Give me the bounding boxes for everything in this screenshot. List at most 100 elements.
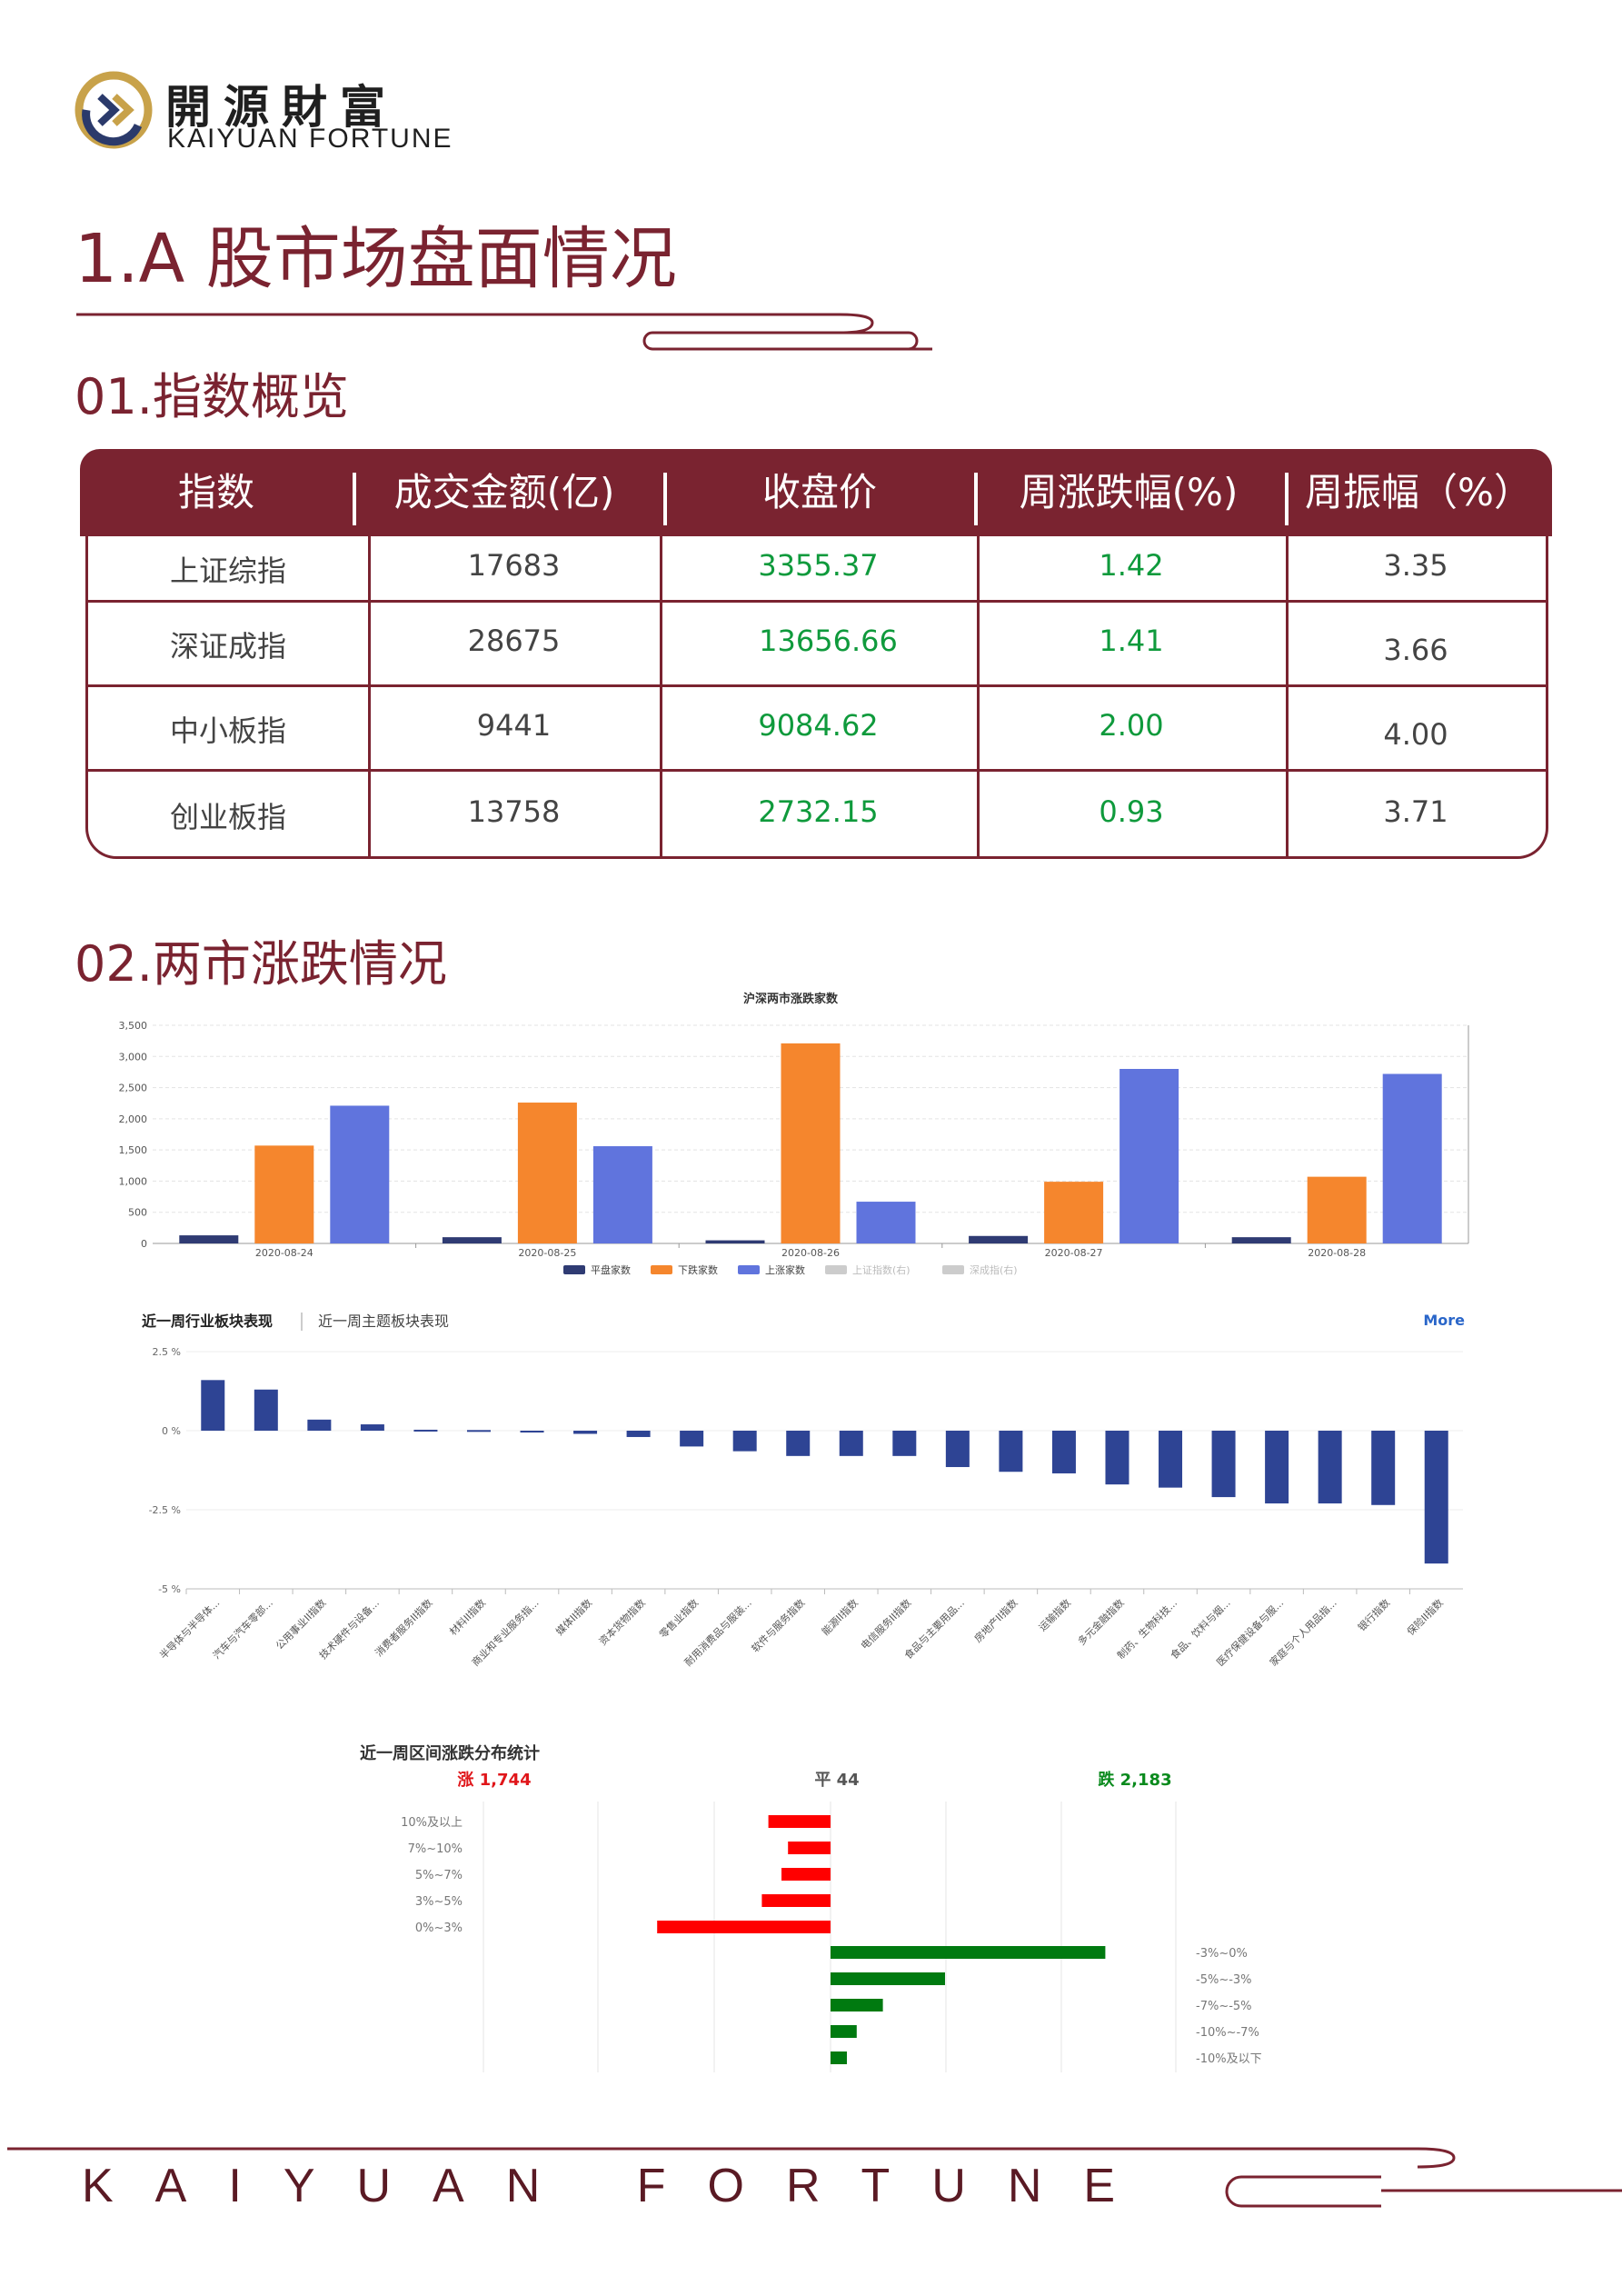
sector-bar[interactable] [999, 1431, 1023, 1472]
tab-industry[interactable]: 近一周行业板块表现 [142, 1313, 273, 1330]
up-bar [788, 1842, 831, 1854]
y-tick-label: -2.5 % [149, 1504, 181, 1516]
sector-bar[interactable] [1051, 1431, 1076, 1473]
column-header: 收盘价 [761, 470, 877, 514]
sector-bar[interactable] [839, 1431, 863, 1456]
sector-bar[interactable] [1105, 1431, 1129, 1485]
legend-label[interactable]: 深成指(右) [970, 1263, 1018, 1276]
x-tick-label: 多元金融指数 [1075, 1596, 1127, 1648]
column-divider [660, 536, 662, 856]
column-divider [368, 536, 371, 856]
down-bar [831, 1946, 1106, 1959]
brand-name-en: KAIYUAN FORTUNE [167, 124, 453, 154]
x-tick-label: 资本货物指数 [596, 1596, 648, 1648]
legend-swatch[interactable] [942, 1265, 964, 1274]
table-cell: 3.71 [1383, 794, 1448, 829]
column-header: 周振幅（%） [1305, 470, 1532, 514]
y-tick-label: 0 % [162, 1425, 181, 1437]
up-range-label: 7%~10% [408, 1842, 463, 1856]
down-range-label: -5%~-3% [1196, 1973, 1252, 1987]
column-header: 成交金额(亿) [393, 470, 615, 514]
y-tick-label: 1,500 [119, 1144, 148, 1156]
legend-swatch[interactable] [825, 1265, 847, 1274]
footer-decoration [7, 2147, 1622, 2209]
sector-bar[interactable] [466, 1430, 491, 1433]
y-tick-label: 1,000 [119, 1175, 148, 1187]
up-range-label: 5%~7% [415, 1869, 463, 1882]
legend-swatch[interactable] [738, 1265, 760, 1274]
down-bar [831, 2051, 847, 2064]
legend-swatch[interactable] [563, 1265, 585, 1274]
bar-2 [856, 1202, 916, 1243]
bar-0 [1231, 1237, 1291, 1243]
x-tick-label: 能源II指数 [819, 1596, 861, 1638]
sector-bar[interactable] [413, 1429, 438, 1432]
x-tick-label: 2020-08-28 [1308, 1247, 1366, 1259]
down-range-label: -10%~-7% [1196, 2026, 1259, 2040]
table-cell: 13656.66 [759, 624, 898, 658]
bar-1 [1307, 1176, 1367, 1243]
table-body: 上证综指 17683 3355.37 1.42 3.35 深证成指 28675 … [85, 536, 1548, 859]
table-cell: 4.00 [1383, 717, 1448, 752]
sector-bar[interactable] [786, 1431, 811, 1456]
y-tick-label: 2,500 [119, 1083, 148, 1094]
table-cell: 9441 [476, 708, 552, 743]
table-cell: 13758 [467, 794, 561, 829]
legend-label[interactable]: 平盘家数 [591, 1263, 631, 1276]
sector-bar[interactable] [573, 1431, 598, 1434]
sector-bar[interactable] [1211, 1431, 1236, 1498]
sector-bar[interactable] [254, 1389, 278, 1431]
legend-label[interactable]: 上证指数(右) [852, 1263, 911, 1276]
subsection-title-index: 01.指数概览 [75, 368, 349, 425]
bar-0 [969, 1235, 1029, 1243]
y-tick-label: 2,000 [119, 1113, 148, 1125]
sector-bar[interactable] [680, 1431, 704, 1447]
table-cell: 28675 [467, 624, 561, 658]
sector-bar[interactable] [732, 1431, 757, 1452]
column-header: 指数 [177, 470, 254, 514]
sector-bar[interactable] [307, 1419, 332, 1431]
up-bar [781, 1868, 831, 1881]
sector-bar[interactable] [1318, 1431, 1342, 1504]
bar-2 [1119, 1069, 1179, 1243]
tab-theme[interactable]: 近一周主题板块表现 [318, 1313, 449, 1330]
bar-0 [179, 1235, 239, 1243]
x-tick-label: 运输指数 [1036, 1596, 1073, 1633]
bar-0 [705, 1240, 765, 1243]
down-range-label: -7%~-5% [1196, 2000, 1252, 2013]
legend-label[interactable]: 上涨家数 [765, 1263, 805, 1276]
x-tick-label: 材料II指数 [446, 1596, 488, 1638]
table-cell: 2.00 [1099, 708, 1164, 743]
subsection-title-market: 02.两市涨跌情况 [75, 935, 447, 993]
up-bar [768, 1815, 831, 1828]
table-cell: 0.93 [1099, 794, 1164, 829]
sector-bar[interactable] [360, 1424, 384, 1431]
sector-bar[interactable] [1424, 1431, 1448, 1564]
sector-bar[interactable] [1371, 1431, 1396, 1505]
brand-logo: 開源財富 KAIYUAN FORTUNE [73, 65, 452, 156]
x-tick-label: 消费者服务II指数 [373, 1596, 435, 1659]
x-tick-label: 房地产II指数 [971, 1596, 1020, 1644]
legend-label[interactable]: 下跌家数 [678, 1263, 718, 1276]
bar-2 [1382, 1073, 1442, 1243]
table-cell: 深证成指 [169, 629, 286, 664]
x-tick-label: 保险II指数 [1404, 1596, 1446, 1638]
x-tick-label: 2020-08-26 [781, 1247, 840, 1259]
table-cell: 3.35 [1383, 548, 1448, 583]
sector-bar[interactable] [945, 1431, 970, 1468]
sector-bar[interactable] [201, 1380, 225, 1431]
bar-1 [254, 1145, 314, 1243]
sector-bar[interactable] [1265, 1431, 1289, 1504]
sector-bar[interactable] [892, 1431, 917, 1456]
more-link[interactable]: More [1423, 1312, 1465, 1329]
sector-bar[interactable] [1159, 1431, 1183, 1488]
up-range-label: 3%~5% [415, 1895, 463, 1909]
bar-1 [517, 1103, 577, 1243]
footer-brand: KAIYUAN FORTUNE [82, 2160, 1158, 2212]
sector-bar[interactable] [626, 1431, 651, 1437]
x-tick-label: 银行指数 [1355, 1596, 1392, 1633]
sector-bar[interactable] [520, 1431, 544, 1433]
legend-swatch[interactable] [651, 1265, 672, 1274]
down-range-label: -10%及以下 [1196, 2052, 1262, 2066]
row-divider [88, 684, 1546, 687]
